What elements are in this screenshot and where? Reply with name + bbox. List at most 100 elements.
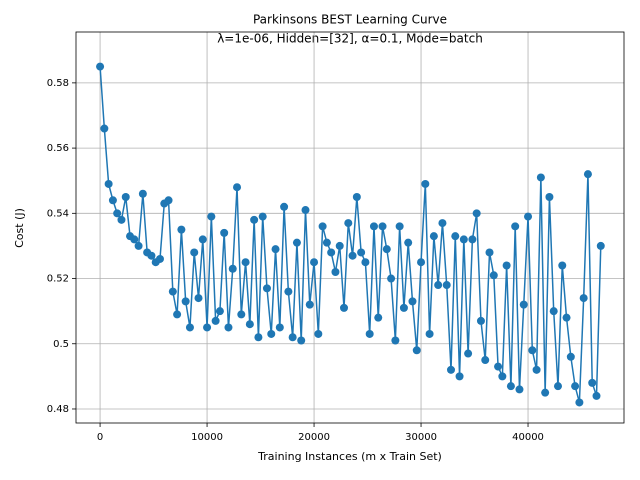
data-point [399, 303, 408, 312]
data-point [541, 388, 550, 397]
x-axis-label: Training Instances (m x Train Set) [257, 450, 442, 463]
data-point [318, 222, 327, 231]
data-point [494, 362, 503, 371]
data-point [352, 193, 361, 202]
x-tick-label: 30000 [405, 432, 437, 443]
y-axis-label: Cost (J) [13, 208, 26, 248]
data-point [502, 261, 511, 270]
data-point [292, 238, 301, 247]
data-point [254, 333, 263, 342]
data-point [519, 300, 528, 309]
data-point [177, 225, 186, 234]
data-point [215, 307, 224, 316]
data-point [361, 258, 370, 267]
data-point [588, 378, 597, 387]
y-tick-label: 0.58 [47, 78, 69, 89]
data-point [305, 300, 314, 309]
data-point [237, 310, 246, 319]
x-tick-label: 40000 [512, 432, 544, 443]
data-point [104, 179, 113, 188]
data-point [203, 323, 212, 332]
data-point [434, 281, 443, 290]
data-point [412, 346, 421, 355]
data-point [476, 316, 485, 325]
data-point [250, 215, 259, 224]
data-point [262, 284, 271, 293]
data-point [404, 238, 413, 247]
data-point [374, 313, 383, 322]
data-point [322, 238, 331, 247]
data-point [408, 297, 417, 306]
data-point [575, 398, 584, 407]
data-point [532, 365, 541, 374]
y-tick-label: 0.48 [47, 404, 69, 415]
data-point [100, 124, 109, 133]
data-point [207, 212, 216, 221]
data-point [198, 235, 207, 244]
data-point [168, 287, 177, 296]
data-point [96, 62, 105, 71]
data-point [220, 228, 229, 237]
data-point [583, 170, 592, 179]
data-point [596, 241, 605, 250]
data-point [446, 365, 455, 374]
y-tick-label: 0.56 [47, 143, 69, 154]
data-point [378, 222, 387, 231]
data-point [592, 391, 601, 400]
data-point [327, 248, 336, 257]
data-point [429, 232, 438, 241]
chart-title: Parkinsons BEST Learning Curve [253, 13, 447, 27]
data-point [558, 261, 567, 270]
data-point [382, 245, 391, 254]
data-point [241, 258, 250, 267]
data-point [511, 222, 520, 231]
data-point [481, 356, 490, 365]
data-point [357, 248, 366, 257]
data-point [173, 310, 182, 319]
data-point [579, 294, 588, 303]
data-point [344, 219, 353, 228]
data-point [528, 346, 537, 355]
data-point [566, 352, 575, 361]
data-point [391, 336, 400, 345]
data-point [451, 232, 460, 241]
data-point [258, 212, 267, 221]
data-point [117, 215, 126, 224]
data-point [387, 274, 396, 283]
data-point [417, 258, 426, 267]
data-point [438, 219, 447, 228]
data-point [468, 235, 477, 244]
data-point [185, 323, 194, 332]
chart-subtitle: λ=1e-06, Hidden=[32], α=0.1, Mode=batch [217, 32, 483, 46]
data-point [369, 222, 378, 231]
data-point [331, 268, 340, 277]
data-point [138, 189, 147, 198]
data-point [536, 173, 545, 182]
data-point [211, 316, 220, 325]
data-point [147, 251, 156, 260]
x-tick-label: 0 [97, 432, 103, 443]
data-point [395, 222, 404, 231]
data-point [464, 349, 473, 358]
data-point [121, 193, 130, 202]
data-point [489, 271, 498, 280]
data-point [228, 264, 237, 273]
data-point [365, 329, 374, 338]
data-point [485, 248, 494, 257]
data-point [425, 329, 434, 338]
data-point [288, 333, 297, 342]
data-point [549, 307, 558, 316]
data-point [134, 241, 143, 250]
data-point [442, 281, 451, 290]
data-point [297, 336, 306, 345]
data-point [524, 212, 533, 221]
data-point [155, 254, 164, 263]
data-point [455, 372, 464, 381]
data-point [181, 297, 190, 306]
data-point [113, 209, 122, 218]
plot-frame [75, 31, 625, 424]
data-point [233, 183, 242, 192]
data-point [553, 382, 562, 391]
data-point [164, 196, 173, 205]
